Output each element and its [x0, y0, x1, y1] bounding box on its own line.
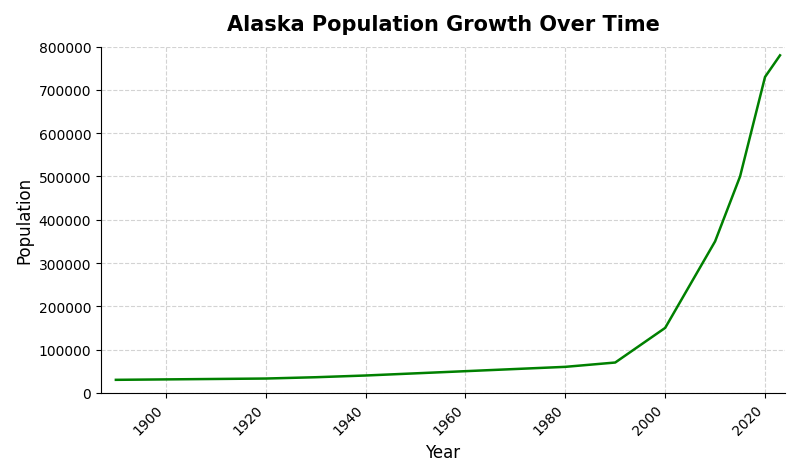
- X-axis label: Year: Year: [426, 443, 461, 461]
- Title: Alaska Population Growth Over Time: Alaska Population Growth Over Time: [226, 15, 659, 35]
- Y-axis label: Population: Population: [15, 177, 33, 264]
